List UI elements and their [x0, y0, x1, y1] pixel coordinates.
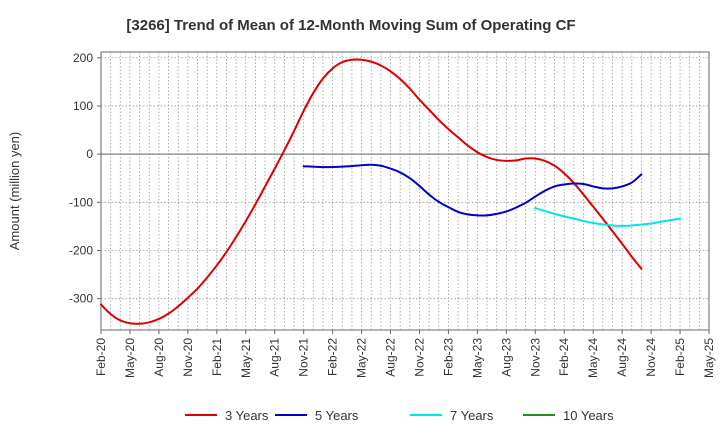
x-tick-label: Nov-21 [297, 338, 311, 377]
x-tick-label: Feb-22 [326, 338, 340, 376]
x-tick-label: Nov-24 [644, 338, 658, 377]
x-tick-label: May-25 [702, 338, 716, 378]
x-axis: Feb-20 May-20 Aug-20 Nov-20 Feb-21 May-21 Aug-… [94, 330, 716, 378]
x-tick-label: May-23 [470, 338, 484, 378]
x-tick-label: May-21 [239, 338, 253, 378]
x-tick-label: Feb-20 [94, 338, 108, 376]
series-line-5-years [302, 163, 643, 217]
x-tick-label: Nov-23 [528, 338, 542, 377]
y-tick-label: -200 [69, 244, 93, 258]
y-tick-label: 100 [73, 99, 93, 113]
legend: 3 Years 5 Years 7 Years 10 Years [185, 408, 614, 423]
plot-area [100, 51, 710, 331]
y-tick-label: -100 [69, 195, 93, 209]
series-line-3-years [100, 58, 643, 325]
y-tick-label: 200 [73, 51, 93, 65]
series-line-7-years [534, 207, 682, 227]
x-tick-label: Nov-20 [181, 338, 195, 377]
x-tick-label: Aug-23 [499, 338, 513, 377]
x-tick-label: Aug-24 [615, 338, 629, 377]
legend-label-7-years: 7 Years [450, 408, 494, 423]
legend-label-5-years: 5 Years [315, 408, 359, 423]
legend-label-3-years: 3 Years [225, 408, 269, 423]
x-tick-label: Feb-25 [673, 338, 687, 376]
x-tick-label: Aug-21 [268, 338, 282, 377]
series-layer [100, 58, 682, 325]
x-tick-label: Aug-22 [384, 338, 398, 377]
x-tick-label: May-24 [586, 338, 600, 378]
grid [101, 52, 709, 330]
y-axis: 200 100 0 -100 -200 -300 [69, 51, 101, 306]
x-tick-label: Feb-21 [210, 338, 224, 376]
x-tick-label: Aug-20 [152, 338, 166, 377]
x-tick-label: May-22 [355, 338, 369, 378]
chart-title: [3266] Trend of Mean of 12-Month Moving … [126, 17, 575, 34]
y-axis-label: Amount (million yen) [7, 132, 22, 251]
x-tick-label: Feb-24 [557, 338, 571, 376]
x-tick-label: May-20 [123, 338, 137, 378]
y-tick-label: -300 [69, 292, 93, 306]
legend-label-10-years: 10 Years [563, 408, 614, 423]
x-tick-label: Feb-23 [441, 338, 455, 376]
x-tick-label: Nov-22 [412, 338, 426, 377]
y-tick-label: 0 [86, 147, 93, 161]
